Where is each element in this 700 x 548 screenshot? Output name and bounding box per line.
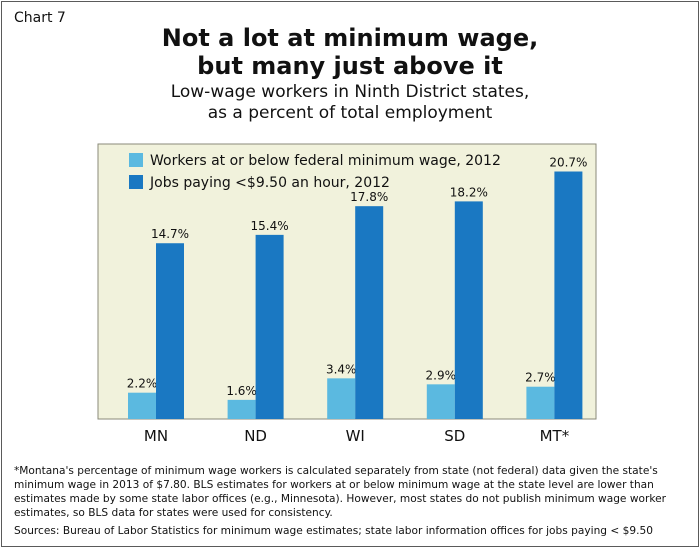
legend-label-2: Jobs paying <$9.50 an hour, 2012 <box>149 175 390 191</box>
bar-MT-series-1 <box>526 386 555 419</box>
bar-SD-series-2 <box>454 201 483 419</box>
bar-WI-series-2 <box>355 206 384 419</box>
chart-title-line-2: but many just above it <box>197 52 503 80</box>
x-tick-label-SD: SD <box>444 427 465 445</box>
data-label-MN-series-1: 2.2% <box>127 377 158 391</box>
bar-ND-series-2 <box>255 234 284 419</box>
data-label-ND-series-2: 15.4% <box>251 219 289 233</box>
chart-subtitle-line-1: Low-wage workers in Ninth District state… <box>170 82 530 102</box>
legend-swatch-2 <box>129 175 143 189</box>
x-tick-label-ND: ND <box>244 427 267 445</box>
data-label-ND-series-1: 1.6% <box>226 384 257 398</box>
legend-label-1: Workers at or below federal minimum wage… <box>150 153 501 169</box>
data-label-MT-series-1: 2.7% <box>525 371 556 385</box>
data-label-SD-series-2: 18.2% <box>450 185 488 199</box>
bar-MT-series-2 <box>554 171 583 419</box>
sources-note: Sources: Bureau of Labor Statistics for … <box>14 525 653 537</box>
data-label-MT-series-2: 20.7% <box>549 156 587 170</box>
footnote: *Montana's percentage of minimum wage wo… <box>14 465 666 519</box>
chart-subtitle-line-2: as a percent of total employment <box>207 103 493 123</box>
bar-SD-series-1 <box>426 384 455 419</box>
x-tick-label-MT: MT* <box>540 427 570 445</box>
x-tick-label-WI: WI <box>346 427 365 445</box>
chart-subtitle: Low-wage workers in Ninth District state… <box>2 82 698 124</box>
bar-MN-series-1 <box>128 392 156 419</box>
chart-title: Not a lot at minimum wage, but many just… <box>2 24 698 80</box>
data-label-SD-series-1: 2.9% <box>426 368 457 382</box>
data-label-MN-series-2: 14.7% <box>151 227 189 241</box>
bar-WI-series-1 <box>327 378 356 419</box>
chart-title-line-1: Not a lot at minimum wage, <box>161 24 539 52</box>
data-label-WI-series-2: 17.8% <box>350 190 388 204</box>
data-label-WI-series-1: 3.4% <box>326 362 357 376</box>
x-tick-label-MN: MN <box>144 427 168 445</box>
legend-swatch-1 <box>129 153 143 167</box>
bar-MN-series-2 <box>156 243 184 419</box>
chart-number-label: Chart 7 <box>14 10 66 26</box>
bar-ND-series-1 <box>227 399 256 419</box>
